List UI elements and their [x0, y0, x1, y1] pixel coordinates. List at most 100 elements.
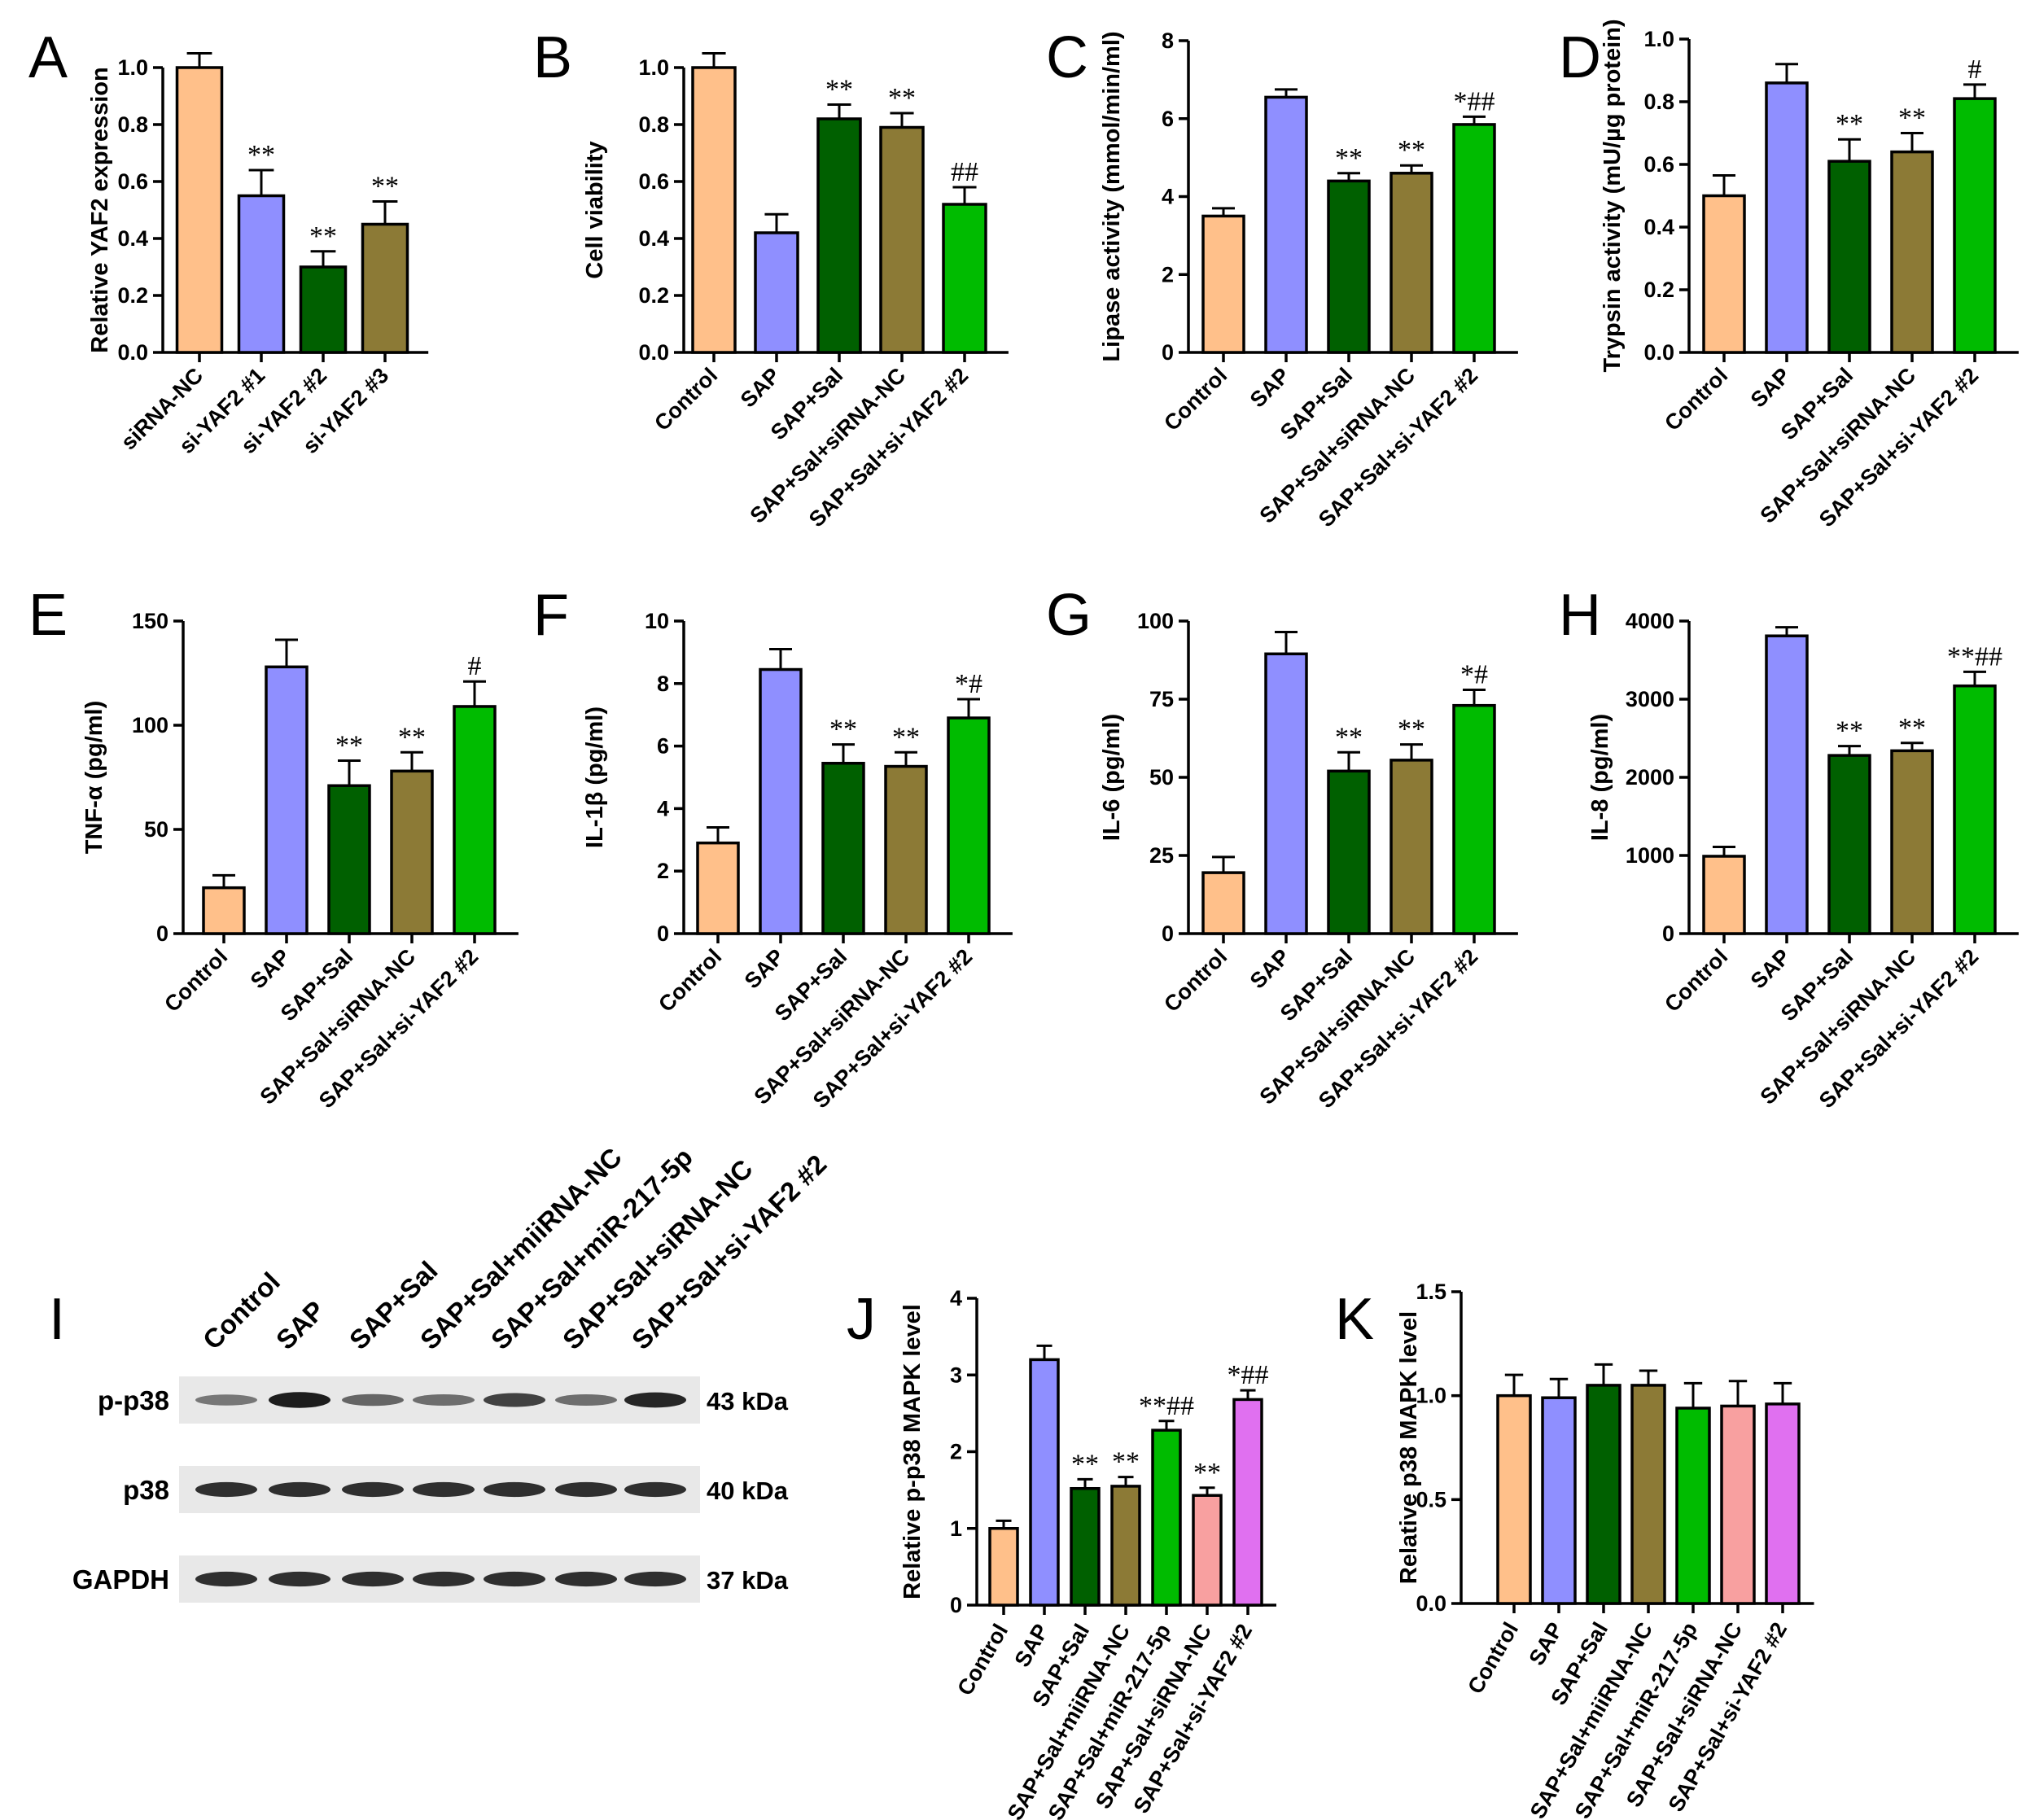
blot-band — [624, 1481, 686, 1498]
significance-label: ** — [1836, 109, 1863, 139]
panel-letter: J — [847, 1287, 876, 1352]
bar — [1496, 1393, 1532, 1605]
x-tick-label: Control — [160, 944, 232, 1017]
y-tick-label: 0.6 — [1643, 152, 1674, 177]
y-tick-label: 10 — [645, 609, 669, 633]
bar — [1720, 1404, 1756, 1605]
bar — [1827, 160, 1871, 354]
panel-letter: A — [28, 25, 68, 90]
y-axis-label: Relative YAF2 expression — [87, 67, 113, 352]
chart-H: H 0 1000 2000 3000 4000 IL-8 (pg/ml) Control SAP… — [1559, 583, 2019, 1113]
y-axis-label: Relative p38 MAPK level — [1396, 1311, 1422, 1584]
significance-label: *# — [955, 669, 982, 699]
y-tick-label: 0.2 — [117, 283, 148, 308]
bar — [237, 194, 286, 354]
y-tick-label: 0.0 — [117, 340, 148, 365]
significance-label: # — [1968, 55, 1982, 85]
bar — [1953, 684, 1997, 935]
blot-kda-label: 37 kDa — [707, 1566, 789, 1595]
blot-row-label: GAPDH — [72, 1564, 169, 1595]
bar — [1702, 855, 1746, 935]
bar — [1070, 1486, 1101, 1607]
y-tick-label: 3000 — [1626, 687, 1674, 711]
blot-band — [555, 1394, 617, 1406]
blot-band — [269, 1571, 330, 1587]
bar — [1630, 1384, 1666, 1605]
blot-band — [555, 1481, 617, 1498]
x-tick-label: SAP — [1245, 944, 1294, 993]
y-axis-label: Lipase activity (mmol/min/ml) — [1099, 31, 1125, 361]
bar — [754, 231, 799, 354]
bar — [1201, 871, 1245, 935]
blot-band — [624, 1571, 686, 1587]
significance-label: ** — [1898, 103, 1926, 133]
y-axis-label: Relative p-p38 MAPK level — [899, 1304, 926, 1599]
bar — [884, 764, 928, 935]
y-tick-label: 0.4 — [1643, 215, 1674, 239]
significance-label: # — [468, 651, 482, 681]
panel-letter: F — [533, 583, 569, 648]
x-tick-label: SAP — [736, 363, 785, 412]
blot-band — [413, 1481, 475, 1498]
blot-lane-label: SAP — [270, 1295, 330, 1355]
y-tick-label: 4000 — [1626, 609, 1674, 633]
x-tick-label: Control — [650, 363, 722, 435]
x-tick-label: Control — [1159, 363, 1232, 435]
x-tick-label: SAP — [1245, 363, 1294, 412]
bar — [1702, 194, 1746, 354]
blot-lane-label: Control — [197, 1267, 286, 1355]
bar — [816, 117, 862, 354]
y-tick-label: 0 — [156, 921, 168, 946]
y-tick-label: 0.8 — [117, 112, 148, 137]
y-axis-label: IL-6 (pg/ml) — [1099, 714, 1125, 841]
bar — [947, 716, 991, 935]
bar — [1953, 97, 1997, 354]
blot-kda-label: 43 kDa — [707, 1387, 789, 1415]
bar — [1452, 123, 1496, 354]
x-tick-label: Control — [654, 944, 726, 1017]
panel-letter: C — [1046, 25, 1088, 90]
significance-label: *# — [1460, 659, 1488, 689]
bar — [1151, 1428, 1182, 1607]
y-tick-label: 4 — [1162, 185, 1174, 209]
bar — [1192, 1494, 1223, 1607]
blot-band — [484, 1393, 545, 1407]
y-tick-label: 0.0 — [638, 340, 669, 365]
significance-label: ** — [1335, 722, 1363, 752]
significance-label: ** — [1335, 143, 1363, 173]
significance-label: ** — [829, 715, 857, 745]
bar — [175, 66, 224, 354]
bar — [879, 125, 925, 354]
bar — [1201, 214, 1245, 354]
x-tick-label: SAP — [1524, 1618, 1568, 1669]
y-tick-label: 0.4 — [117, 226, 148, 251]
blot-band — [413, 1571, 475, 1587]
y-tick-label: 8 — [657, 672, 669, 696]
blot-band — [195, 1394, 257, 1406]
x-tick-label: Control — [1660, 363, 1732, 435]
bar — [691, 66, 737, 354]
y-tick-label: 0.8 — [638, 112, 669, 137]
y-tick-label: 150 — [132, 609, 168, 633]
bar — [361, 222, 409, 354]
significance-label: ** — [398, 722, 426, 752]
chart-C: C 0 2 4 6 8 Lipase activity (mmol/min/ml) Contr… — [1046, 25, 1518, 532]
significance-label: *## — [1454, 86, 1495, 116]
blot-band — [484, 1571, 545, 1587]
bar — [1890, 150, 1934, 354]
bar — [1389, 172, 1433, 354]
y-tick-label: 2 — [657, 859, 669, 883]
x-tick-label: Control — [1159, 944, 1232, 1017]
bar — [821, 761, 865, 935]
y-tick-label: 2 — [950, 1440, 962, 1464]
bar — [1264, 652, 1308, 935]
bar — [453, 705, 497, 935]
blot-band — [413, 1394, 475, 1406]
bar — [1541, 1396, 1577, 1605]
significance-label: ** — [1071, 1449, 1099, 1479]
